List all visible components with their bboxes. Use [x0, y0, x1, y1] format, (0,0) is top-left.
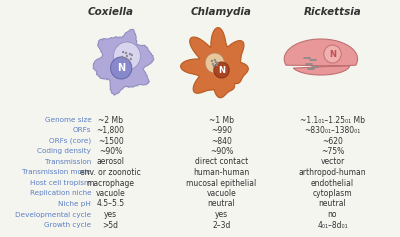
Circle shape: [213, 65, 215, 67]
Text: vacuole: vacuole: [207, 189, 236, 198]
Text: direct contact: direct contact: [195, 158, 248, 167]
Text: Chlamydia: Chlamydia: [191, 7, 252, 17]
Text: ~1 Mb: ~1 Mb: [209, 115, 234, 124]
Polygon shape: [93, 29, 154, 95]
Text: env. or zoonotic: env. or zoonotic: [80, 168, 141, 177]
Circle shape: [126, 55, 128, 57]
Text: Growth cycle: Growth cycle: [44, 222, 91, 228]
Text: vector: vector: [320, 158, 344, 167]
Text: Host cell tropism: Host cell tropism: [30, 180, 91, 186]
Text: yes: yes: [104, 210, 117, 219]
Text: ~90%: ~90%: [99, 147, 122, 156]
Text: ~1.1₀₁–1.25₀₁ Mb: ~1.1₀₁–1.25₀₁ Mb: [300, 115, 365, 124]
Circle shape: [216, 64, 218, 66]
Circle shape: [121, 56, 123, 58]
Text: >5d: >5d: [102, 220, 118, 229]
Text: Transmission mode: Transmission mode: [22, 169, 91, 176]
Text: ~840: ~840: [211, 137, 232, 146]
Text: endothelial: endothelial: [311, 178, 354, 187]
Text: 4.5–5.5: 4.5–5.5: [96, 200, 125, 209]
Circle shape: [110, 57, 132, 79]
Circle shape: [216, 62, 219, 64]
Text: macrophage: macrophage: [86, 178, 134, 187]
Text: ~990: ~990: [211, 126, 232, 135]
Circle shape: [214, 62, 229, 78]
Circle shape: [122, 51, 124, 53]
Polygon shape: [181, 28, 248, 98]
Text: neutral: neutral: [208, 200, 236, 209]
Circle shape: [212, 63, 214, 65]
Text: N: N: [117, 63, 125, 73]
Text: N: N: [329, 50, 336, 59]
Text: arthropod-human: arthropod-human: [299, 168, 366, 177]
Text: cytoplasm: cytoplasm: [313, 189, 352, 198]
Text: Genome size: Genome size: [44, 117, 91, 123]
Text: vacuole: vacuole: [96, 189, 126, 198]
Circle shape: [214, 59, 216, 61]
Text: Developmental cycle: Developmental cycle: [15, 211, 91, 218]
Text: ORFs (core): ORFs (core): [49, 138, 91, 144]
Text: ~75%: ~75%: [321, 147, 344, 156]
Text: Coxiella: Coxiella: [88, 7, 134, 17]
Circle shape: [214, 61, 217, 63]
Text: Transmission: Transmission: [45, 159, 91, 165]
Circle shape: [130, 58, 132, 60]
Text: no: no: [328, 210, 337, 219]
Circle shape: [205, 53, 224, 73]
Text: 2–3d: 2–3d: [212, 220, 231, 229]
Circle shape: [125, 52, 127, 54]
Text: N: N: [218, 65, 225, 74]
Polygon shape: [284, 39, 358, 75]
Text: ~2 Mb: ~2 Mb: [98, 115, 123, 124]
Circle shape: [131, 54, 133, 56]
Text: ~1500: ~1500: [98, 137, 124, 146]
Text: aerosol: aerosol: [96, 158, 124, 167]
Circle shape: [114, 42, 140, 70]
Text: Replication niche: Replication niche: [30, 191, 91, 196]
Circle shape: [129, 53, 131, 55]
Text: 4₀₁–8d₀₁: 4₀₁–8d₀₁: [317, 220, 348, 229]
Text: Coding density: Coding density: [38, 149, 91, 155]
Circle shape: [324, 45, 341, 63]
Text: ~1,800: ~1,800: [96, 126, 124, 135]
Circle shape: [127, 59, 129, 61]
Text: ORFs: ORFs: [73, 128, 91, 133]
Circle shape: [211, 60, 213, 62]
Text: ~90%: ~90%: [210, 147, 233, 156]
Text: Rickettsia: Rickettsia: [304, 7, 361, 17]
Text: Niche pH: Niche pH: [58, 201, 91, 207]
Text: ~620: ~620: [322, 137, 343, 146]
Text: neutral: neutral: [318, 200, 346, 209]
Text: mucosal epithelial: mucosal epithelial: [186, 178, 257, 187]
Text: ~830₀₁–1380₀₁: ~830₀₁–1380₀₁: [304, 126, 360, 135]
Text: yes: yes: [215, 210, 228, 219]
Circle shape: [123, 57, 125, 59]
Text: human-human: human-human: [194, 168, 250, 177]
